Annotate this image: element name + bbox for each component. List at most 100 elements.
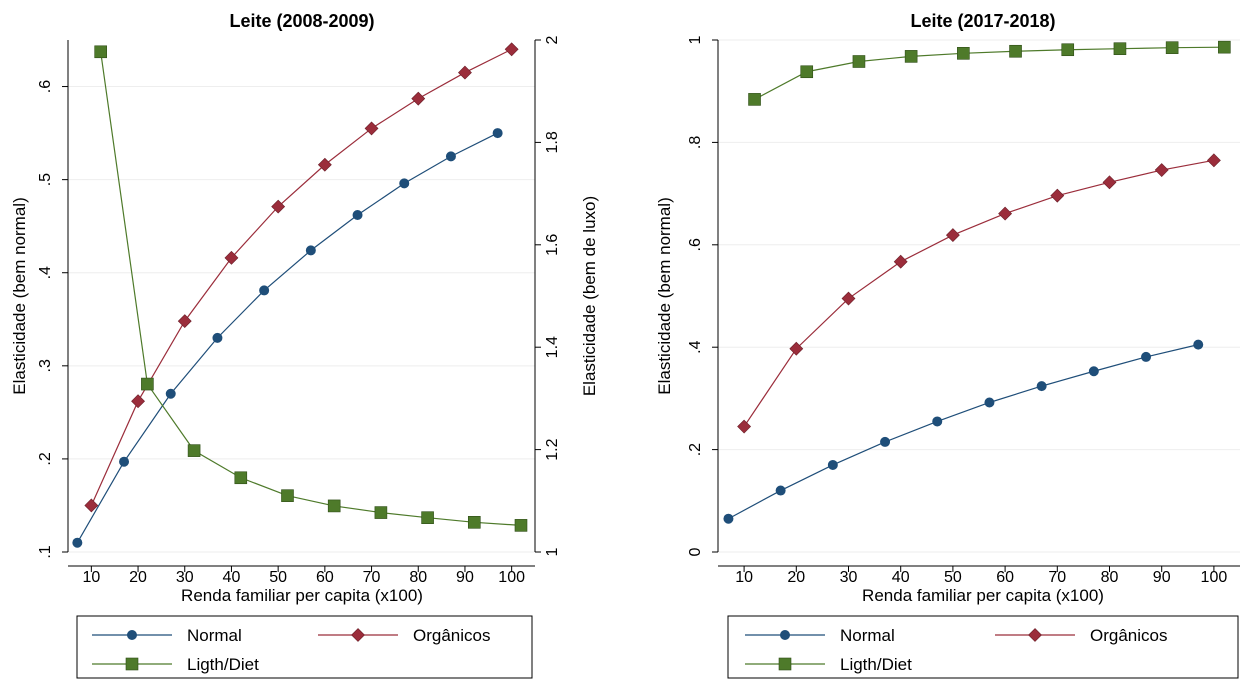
data-point-organicos [998,206,1013,221]
x-tick-label: 20 [787,569,805,586]
data-point-ligth [514,519,528,532]
data-point-organicos [1102,175,1117,190]
x-tick-label: 40 [892,569,910,586]
data-point-normal [984,397,995,408]
legend-marker-normal [127,630,137,640]
legend-marker-organicos [351,628,365,642]
data-point-ligth [904,50,918,63]
legend-label-normal: Normal [187,626,242,645]
data-point-normal [932,416,943,427]
chart-title: Leite (2008-2009) [229,11,374,31]
y-tick-label: .1 [37,545,54,558]
y-tick-label: .4 [37,266,54,279]
data-point-organicos [364,121,379,136]
y2-axis-title: Elasticidade (bem de luxo) [580,196,599,396]
data-point-ligth [957,47,970,60]
data-point-normal [305,245,316,256]
x-tick-label: 70 [363,569,381,586]
x-axis-title: Renda familiar per capita (x100) [181,586,423,605]
data-point-ligth [94,45,107,59]
data-point-organicos [317,157,332,172]
data-point-normal [399,178,410,189]
data-point-organicos [84,498,99,513]
x-tick-label: 40 [223,569,241,586]
legend-marker-ligth [125,657,139,671]
data-point-organicos [458,65,472,80]
legend-label-normal: Normal [840,626,895,645]
data-point-ligth [421,511,434,524]
y-axis-title: Elasticidade (bem normal) [655,197,674,394]
data-point-normal [212,332,223,343]
series-line-normal [728,344,1199,520]
x-tick-label: 100 [1201,569,1228,586]
x-tick-label: 30 [176,569,194,586]
x-tick-label: 50 [944,569,962,586]
series-line-organicos [743,159,1215,427]
data-point-normal [259,285,270,296]
data-point-normal [1088,366,1099,377]
data-point-normal [1193,339,1204,350]
data-point-ligth [467,516,481,529]
y-tick-label: .6 [687,238,704,251]
x-axis-title: Renda familiar per capita (x100) [862,586,1104,605]
data-point-ligth [1061,43,1075,57]
legend-marker-normal [780,630,790,640]
data-point-organicos [945,228,960,242]
data-point-normal [165,388,176,399]
data-point-ligth [1218,40,1231,54]
legend-marker-ligth [778,657,792,671]
legend-label-organicos: Orgânicos [413,626,490,645]
x-tick-label: 60 [996,569,1014,586]
series-line-organicos [90,48,512,506]
data-point-ligth [374,506,388,519]
data-point-ligth [187,444,201,457]
legend-label-ligth: Ligth/Diet [187,655,259,674]
legend-box [727,615,1239,679]
y-tick-label: .4 [687,340,704,353]
y-tick-label: .6 [37,80,54,93]
data-point-organicos [841,291,856,306]
data-point-normal [1036,381,1047,392]
data-point-ligth [800,65,814,79]
data-point-organicos [411,91,426,106]
data-point-normal [492,128,503,139]
legend-marker-organicos [1028,628,1042,642]
y-axis-title: Elasticidade (bem normal) [10,197,29,394]
data-point-ligth [141,377,154,391]
x-tick-label: 30 [840,569,858,586]
x-tick-label: 60 [316,569,334,586]
y-tick-label: 0 [687,547,704,556]
y-tick-label: .3 [37,359,54,372]
y2-tick-label: 1.8 [544,131,561,153]
x-tick-label: 90 [1153,569,1171,586]
series-line-ligth [100,51,522,526]
data-point-organicos [1154,163,1169,177]
y2-tick-label: 2 [544,35,561,44]
data-point-organicos [271,199,286,214]
series-line-normal [76,132,498,543]
data-point-normal [119,456,130,467]
y-tick-label: .8 [687,136,704,149]
x-tick-label: 100 [498,569,525,586]
data-point-ligth [1009,44,1022,58]
data-point-organicos [1050,188,1065,203]
data-point-organicos [224,250,239,265]
data-point-ligth [1113,42,1127,56]
chart-title: Leite (2017-2018) [910,11,1055,31]
data-point-normal [880,436,891,447]
x-tick-label: 80 [409,569,427,586]
x-tick-label: 10 [735,569,753,586]
y-tick-label: 1 [687,35,704,44]
data-point-organicos [893,254,908,269]
data-point-ligth [327,499,341,513]
data-point-ligth [281,489,294,502]
x-tick-label: 80 [1101,569,1119,586]
series-line-ligth [754,46,1225,100]
data-point-normal [445,151,456,162]
y2-tick-label: 1.2 [544,438,561,460]
data-point-ligth [748,93,761,106]
y2-tick-label: 1.6 [544,234,561,256]
x-tick-label: 10 [82,569,100,586]
data-point-normal [775,485,786,496]
